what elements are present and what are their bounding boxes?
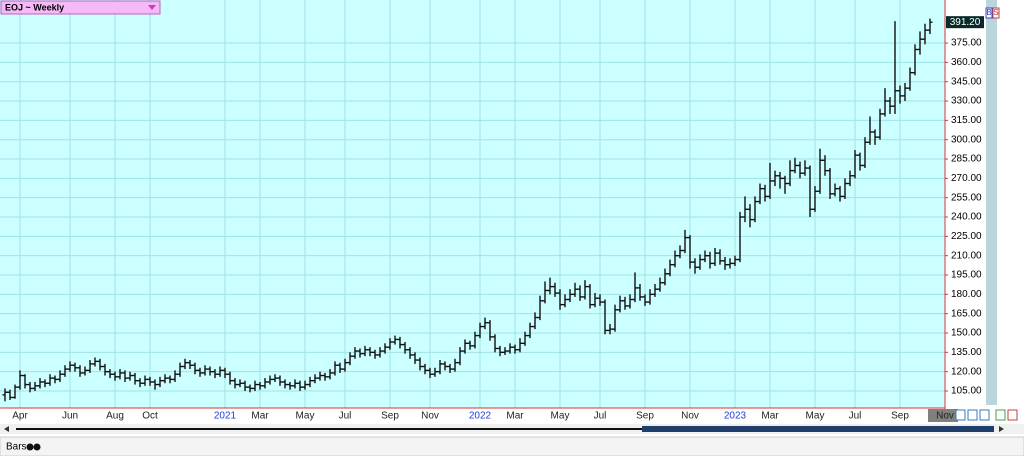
last-price-box [946, 16, 984, 29]
zoom-button[interactable] [1007, 409, 1018, 421]
x-tick-label: 2022 [469, 411, 492, 422]
y-tick-label: 345.00 [951, 76, 982, 87]
footer-label: Bars [6, 442, 27, 453]
x-tick-label: Nov [936, 411, 954, 422]
zoom-button[interactable] [979, 409, 990, 421]
y-tick-label: 315.00 [951, 115, 982, 126]
x-tick-label: 2023 [724, 411, 747, 422]
y-tick-label: 285.00 [951, 154, 982, 165]
x-tick-label: Sep [381, 411, 399, 422]
x-tick-label: Nov [681, 411, 699, 422]
sell-label: S [993, 8, 998, 17]
x-tick-label: May [806, 411, 825, 422]
y-tick-label: 255.00 [951, 192, 982, 203]
x-tick-label: Apr [12, 411, 28, 422]
y-tick-label: 270.00 [951, 173, 982, 184]
x-tick-label: Jul [849, 411, 862, 422]
price-axis [945, 0, 985, 408]
scroll-left[interactable] [4, 426, 9, 432]
dropdown-arrow [148, 5, 156, 10]
y-tick-label: 330.00 [951, 96, 982, 107]
x-tick-label: Jun [62, 411, 78, 422]
bars [2, 18, 933, 402]
y-tick-label: 150.00 [951, 328, 982, 339]
y-tick-label: 300.00 [951, 134, 982, 145]
y-tick-label: 225.00 [951, 231, 982, 242]
symbol-dropdown[interactable] [0, 0, 161, 15]
y-tick-label: 210.00 [951, 250, 982, 261]
plot-area [0, 0, 945, 408]
footer-icon[interactable] [33, 443, 41, 451]
footer-icon[interactable] [26, 443, 34, 451]
scroll-thumb[interactable] [642, 426, 994, 432]
last-price-label: 391.20 [950, 17, 981, 28]
buy-label: B [986, 8, 991, 17]
x-tick-label: Mar [251, 411, 269, 422]
zoom-button[interactable] [967, 409, 978, 421]
current-period [928, 409, 958, 422]
y-tick-label: 105.00 [951, 386, 982, 397]
labels: 105.00 120.00 135.00 150.00 165.00 180.00 195.… [12, 16, 984, 422]
y-tick-label: 165.00 [951, 308, 982, 319]
x-tick-label: Mar [506, 411, 524, 422]
grid [0, 0, 945, 408]
y-tick-label: 180.00 [951, 289, 982, 300]
x-tick-label: Nov [421, 411, 439, 422]
y-tick-label: 120.00 [951, 366, 982, 377]
x-tick-label: Sep [891, 411, 909, 422]
footer-bar [0, 436, 1024, 456]
y-tick-label: 135.00 [951, 347, 982, 358]
x-tick-label: 2021 [214, 411, 237, 422]
x-tick-label: Oct [142, 411, 158, 422]
zoom-button[interactable] [955, 409, 966, 421]
symbol-title: EOJ ~ Weekly [5, 2, 64, 12]
y-tick-label: 195.00 [951, 270, 982, 281]
x-tick-label: Jul [594, 411, 607, 422]
x-tick-label: May [296, 411, 315, 422]
x-tick-label: May [551, 411, 570, 422]
y-tick-label: 360.00 [951, 57, 982, 68]
x-tick-label: Sep [636, 411, 654, 422]
y-tick-label: 375.00 [951, 38, 982, 49]
y-tick-label: 240.00 [951, 212, 982, 223]
scroll-right[interactable] [999, 426, 1004, 432]
side-strip [986, 0, 997, 405]
buy-button[interactable] [985, 7, 993, 19]
zoom-buttons [955, 409, 1018, 421]
sell-button[interactable] [992, 7, 1000, 19]
x-tick-label: Jul [339, 411, 352, 422]
zoom-button[interactable] [995, 409, 1006, 421]
x-tick-label: Aug [106, 411, 124, 422]
x-tick-label: Mar [761, 411, 779, 422]
